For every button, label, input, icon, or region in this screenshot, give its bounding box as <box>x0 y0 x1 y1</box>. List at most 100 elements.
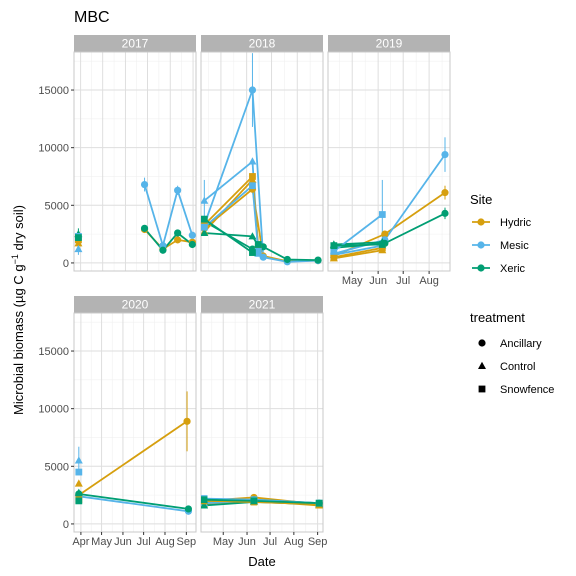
panel-border <box>327 51 451 272</box>
point-xeric-snowfence <box>330 242 338 250</box>
x-tick-label: Jul <box>137 536 151 548</box>
point-xeric-ancillary <box>140 224 149 232</box>
point-xeric-control <box>201 228 209 236</box>
line-mesic-control <box>333 244 383 256</box>
panel-2021: 2021 May Jun Jul Aug Sep <box>200 296 327 548</box>
point-mesic-ancillary <box>174 186 182 194</box>
point-hydric-ancillary <box>174 236 182 244</box>
point-xeric-snowfence <box>201 215 208 223</box>
legend-site-mesic: Mesic <box>500 240 529 252</box>
x-tick-label: May <box>342 275 363 287</box>
panel-2018: 2018 <box>200 35 324 272</box>
x-tick-label: May <box>213 536 234 548</box>
point-mesic-ancillary <box>248 86 257 94</box>
line-hydric-control <box>333 249 383 260</box>
legend-shape-control <box>478 361 486 369</box>
x-tick-label: Sep <box>177 536 197 548</box>
point-hydric-ancillary <box>381 230 389 238</box>
panel-2020: 2020 0 5000 10000 15000 Apr May Jun Jul Aug Sep <box>38 296 197 548</box>
series-layer <box>74 177 196 255</box>
line-xeric-control <box>333 241 383 246</box>
point-xeric-snowfence <box>201 496 208 504</box>
point-xeric-ancillary <box>184 505 193 513</box>
x-tick-label: Jun <box>238 536 256 548</box>
x-tick-label: Jul <box>396 275 410 287</box>
line-hydric-snowfence <box>333 247 383 259</box>
x-tick-label: Jun <box>114 536 132 548</box>
series-layer <box>74 391 193 515</box>
strip-label-2019: 2019 <box>376 37 403 51</box>
panel-background <box>328 52 450 271</box>
point-xeric-snowfence <box>254 241 262 248</box>
y-tick-label: 5000 <box>45 200 69 212</box>
panel-border <box>200 51 324 272</box>
legend-key-point <box>477 218 485 226</box>
point-xeric-ancillary <box>188 240 196 249</box>
strip-2020 <box>74 296 196 313</box>
point-hydric-ancillary <box>441 189 449 197</box>
point-mesic-snowfence <box>378 211 386 218</box>
point-xeric-control <box>248 232 257 240</box>
y-tick-label: 0 <box>63 258 69 270</box>
series-layer <box>329 137 449 262</box>
strip-2018 <box>201 35 323 52</box>
strip-2017 <box>74 35 196 52</box>
panel-background <box>74 313 196 532</box>
x-tick-label: Aug <box>284 536 304 548</box>
y-tick-label: 0 <box>63 519 69 531</box>
point-mesic-ancillary <box>140 180 149 189</box>
x-tick-label: Aug <box>155 536 175 548</box>
y-tick-label: 5000 <box>45 461 69 473</box>
point-mesic-control <box>74 244 83 253</box>
legend-treatment-title: treatment <box>470 310 525 325</box>
y-tick-label: 15000 <box>38 346 69 358</box>
x-tick-label: Jun <box>369 275 387 287</box>
point-xeric-snowfence <box>249 249 256 256</box>
point-mesic-snowfence <box>330 248 338 255</box>
point-xeric-snowfence <box>75 234 82 241</box>
legend: Site Hydric Mesic Xeric treatment Ancillary Co… <box>470 192 554 396</box>
point-mesic-snowfence <box>249 182 256 190</box>
y-tick-label: 15000 <box>38 85 69 97</box>
strip-2019 <box>328 35 450 52</box>
line-xeric-snowfence <box>333 243 383 247</box>
legend-site-hydric: Hydric <box>500 217 532 229</box>
legend-treatment-ancillary: Ancillary <box>500 338 542 350</box>
strip-2021 <box>201 296 323 313</box>
legend-shape-ancillary <box>478 339 486 347</box>
panel-border <box>73 312 197 533</box>
point-mesic-ancillary <box>441 150 449 159</box>
legend-key-point <box>477 264 485 272</box>
point-mesic-control <box>74 456 83 464</box>
series-layer <box>201 493 323 509</box>
legend-site-title: Site <box>470 192 492 207</box>
point-hydric-snowfence <box>378 244 386 252</box>
point-hydric-snowfence <box>330 253 338 261</box>
line-xeric-ancillary <box>143 227 193 252</box>
chart-title: MBC <box>74 9 110 26</box>
point-hydric-snowfence <box>254 244 262 252</box>
point-xeric-ancillary <box>174 229 182 237</box>
legend-key-point <box>477 241 485 249</box>
x-tick-label: Jul <box>263 536 277 548</box>
point-xeric-ancillary <box>159 246 167 254</box>
line-xeric-ancillary <box>78 493 189 510</box>
x-axis-title: Date <box>248 554 275 569</box>
legend-treatment-snowfence: Snowfence <box>500 384 554 396</box>
point-mesic-snowfence <box>201 223 208 231</box>
x-tick-label: Apr <box>72 536 89 548</box>
y-axis-title: Microbial biomass (µg C g−1 dry soil) <box>10 205 26 415</box>
point-mesic-ancillary <box>188 231 196 239</box>
strip-label-2020: 2020 <box>122 298 149 312</box>
point-xeric-snowfence <box>75 497 83 505</box>
panel-2017: 2017 0 5000 10000 15000 <box>38 35 197 272</box>
strip-label-2018: 2018 <box>249 37 276 51</box>
legend-treatment-control: Control <box>500 361 535 373</box>
strip-label-2021: 2021 <box>249 298 276 312</box>
point-xeric-ancillary <box>441 209 449 217</box>
point-xeric-control <box>74 488 83 496</box>
x-tick-label: Aug <box>419 275 439 287</box>
point-xeric-snowfence <box>250 497 258 505</box>
